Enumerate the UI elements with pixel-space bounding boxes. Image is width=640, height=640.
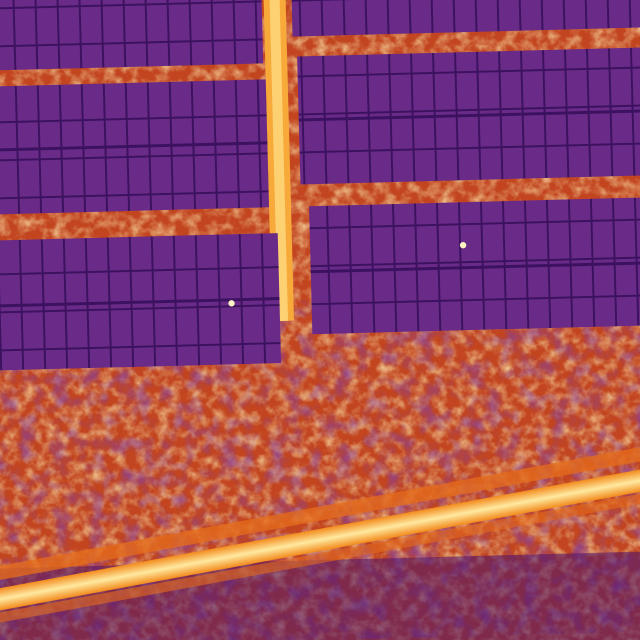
solar-panel-rows (0, 0, 640, 371)
hot-spot (228, 300, 235, 307)
hot-spot (459, 242, 467, 249)
diagonal-road (0, 437, 640, 631)
panel-row (291, 0, 640, 37)
panel-row (0, 0, 264, 71)
